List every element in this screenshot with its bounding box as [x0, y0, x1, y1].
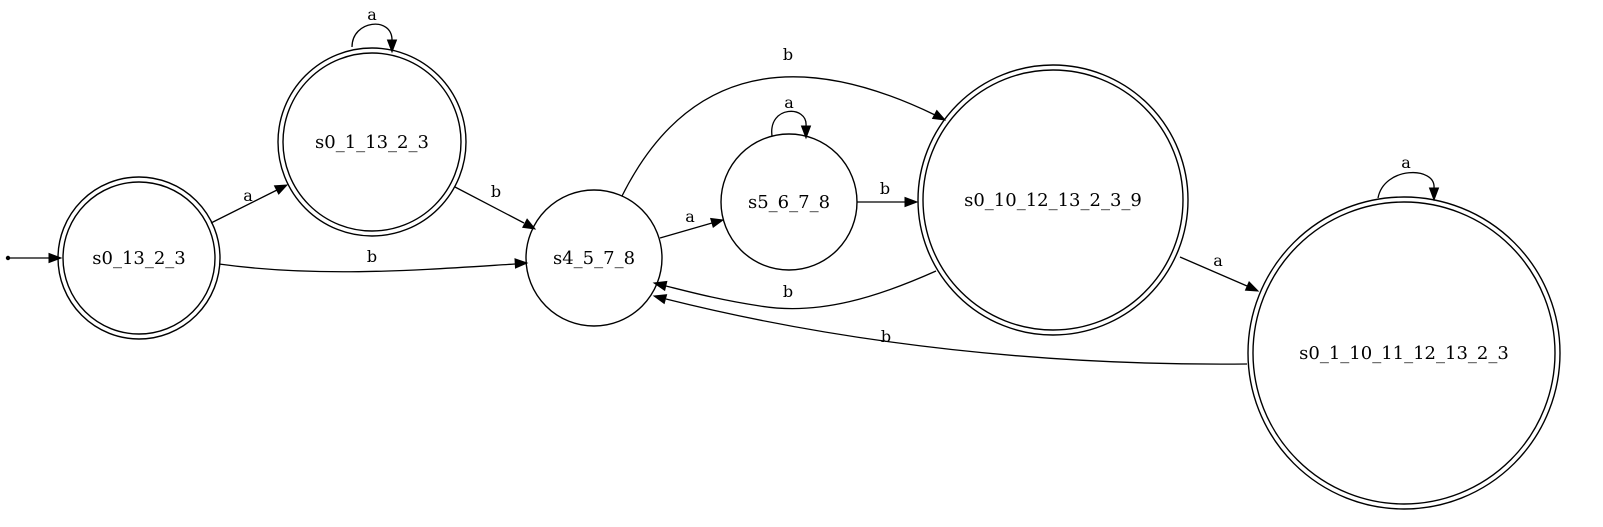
edge-label: a — [784, 93, 794, 112]
edge-label: b — [783, 282, 793, 301]
edge-label: b — [783, 45, 793, 64]
edge-label: b — [881, 327, 891, 346]
edge-s0-1-10-11-12-13-2-3-to-s4-5-7-8: b — [652, 294, 1248, 365]
edge-s0-1-13-2-3-to-s4-5-7-8: b — [454, 182, 537, 230]
edge-label: b — [367, 247, 377, 266]
edge-s0-1-10-11-12-13-2-3-loop: a — [1377, 153, 1440, 202]
edge-label: a — [1213, 251, 1223, 270]
edge-s4-5-7-8-to-s5-6-7-8: a — [659, 207, 725, 239]
start-arrow — [5, 252, 63, 264]
edge-s5-6-7-8-loop: a — [771, 93, 812, 140]
edge-label: b — [880, 179, 890, 198]
state-s0-13-2-3: s0_13_2_3 — [57, 176, 221, 340]
state-s0-1-13-2-3: s0_1_13_2_3 — [277, 47, 467, 237]
edge-label: a — [243, 186, 253, 205]
edge-s0-10-12-13-2-3-9-to-s4-5-7-8: b — [652, 270, 937, 310]
edge-s0-1-13-2-3-loop: a — [351, 5, 398, 54]
state-label: s0_10_12_13_2_3_9 — [964, 190, 1142, 211]
edge-label: b — [491, 182, 501, 201]
state-label: s0_1_13_2_3 — [315, 132, 429, 153]
edge-s0-13-2-3-to-s4-5-7-8: b — [218, 247, 529, 273]
state-label: s0_13_2_3 — [92, 248, 186, 269]
edge-s5-6-7-8-to-s0-10-12-13-2-3-9: b — [857, 179, 919, 208]
edge-label: a — [685, 207, 695, 226]
state-s0-10-12-13-2-3-9: s0_10_12_13_2_3_9 — [917, 64, 1189, 336]
edge-label: a — [367, 5, 377, 24]
edge-label: a — [1401, 153, 1411, 172]
edge-s0-13-2-3-to-s0-1-13-2-3: a — [210, 184, 289, 224]
state-s0-1-10-11-12-13-2-3: s0_1_10_11_12_13_2_3 — [1247, 196, 1561, 510]
state-s4-5-7-8: s4_5_7_8 — [525, 189, 663, 327]
state-label: s4_5_7_8 — [553, 248, 635, 269]
state-s5-6-7-8: s5_6_7_8 — [720, 133, 858, 271]
edge-s0-10-12-13-2-3-9-to-s0-1-10-11-12-13-2-3: a — [1179, 251, 1260, 292]
state-label: s0_1_10_11_12_13_2_3 — [1299, 343, 1509, 364]
edge-s4-5-7-8-to-s0-10-12-13-2-3-9: b — [621, 45, 947, 197]
state-label: s5_6_7_8 — [748, 192, 830, 213]
